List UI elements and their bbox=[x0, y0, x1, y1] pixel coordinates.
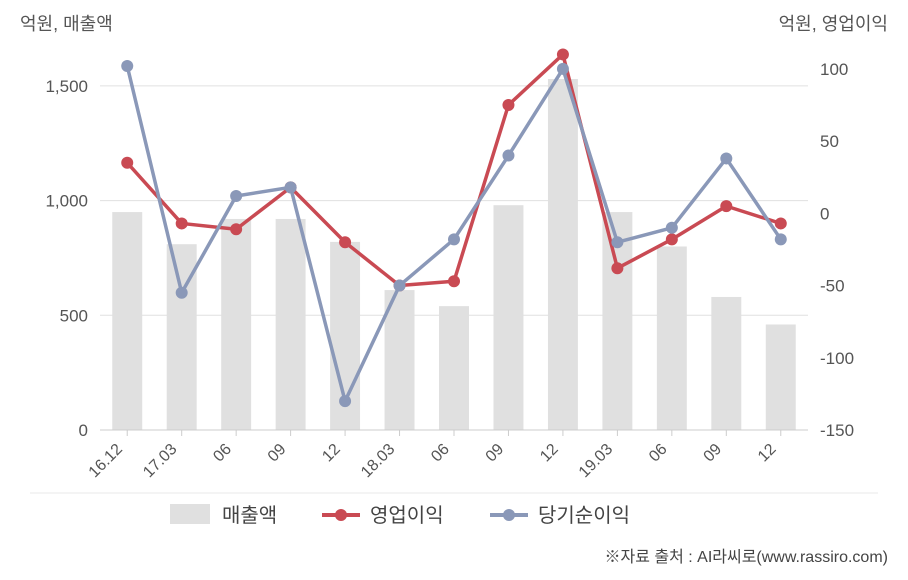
line-series-marker bbox=[121, 157, 133, 169]
line-series-marker bbox=[775, 217, 787, 229]
bar bbox=[711, 297, 741, 430]
legend-swatch-marker bbox=[503, 509, 515, 521]
bar bbox=[548, 79, 578, 430]
line-series-marker bbox=[448, 233, 460, 245]
line-series-marker bbox=[611, 236, 623, 248]
line-series-marker bbox=[775, 233, 787, 245]
right-tick-label: -150 bbox=[820, 421, 854, 440]
line-series-marker bbox=[176, 287, 188, 299]
x-tick-label: 06 bbox=[428, 441, 453, 466]
line-series-marker bbox=[339, 395, 351, 407]
right-tick-label: -50 bbox=[820, 277, 845, 296]
line-series-marker bbox=[502, 150, 514, 162]
right-tick-label: 0 bbox=[820, 204, 829, 223]
line-series-marker bbox=[339, 236, 351, 248]
source-text: ※자료 출처 : AI라씨로(www.rassiro.com) bbox=[604, 548, 888, 566]
bar bbox=[493, 205, 523, 430]
x-tick-label: 19.03 bbox=[576, 441, 616, 481]
line-series-marker bbox=[720, 152, 732, 164]
bar bbox=[276, 219, 306, 430]
right-tick-label: -100 bbox=[820, 349, 854, 368]
left-tick-label: 500 bbox=[60, 306, 88, 325]
x-tick-label: 06 bbox=[210, 441, 235, 466]
x-tick-label: 09 bbox=[265, 441, 290, 466]
bar bbox=[439, 306, 469, 430]
line-series-marker bbox=[121, 60, 133, 72]
x-tick-label: 12 bbox=[537, 441, 562, 466]
x-tick-label: 09 bbox=[483, 441, 508, 466]
bar bbox=[112, 212, 142, 430]
legend-label: 당기순이익 bbox=[538, 504, 630, 527]
right-tick-label: 50 bbox=[820, 132, 839, 151]
line-series-marker bbox=[720, 200, 732, 212]
bar bbox=[657, 246, 687, 430]
x-tick-label: 12 bbox=[755, 441, 780, 466]
line-series-marker bbox=[448, 275, 460, 287]
right-tick-label: 100 bbox=[820, 60, 848, 79]
left-tick-label: 1,000 bbox=[45, 192, 88, 211]
legend-swatch-bar bbox=[170, 504, 210, 524]
x-tick-label: 16.12 bbox=[86, 441, 126, 481]
line-series-marker bbox=[611, 262, 623, 274]
line-series-marker bbox=[285, 181, 297, 193]
x-tick-label: 09 bbox=[701, 441, 726, 466]
chart-svg: 억원, 매출액억원, 영업이익05001,0001,500-150-100-50… bbox=[0, 0, 908, 580]
line-series-marker bbox=[502, 99, 514, 111]
line-series-marker bbox=[666, 233, 678, 245]
line-series-marker bbox=[666, 222, 678, 234]
left-axis-title: 억원, 매출액 bbox=[20, 14, 113, 34]
x-tick-label: 18.03 bbox=[358, 441, 398, 481]
x-tick-label: 06 bbox=[646, 441, 671, 466]
left-tick-label: 0 bbox=[79, 421, 88, 440]
chart-container: 억원, 매출액억원, 영업이익05001,0001,500-150-100-50… bbox=[0, 0, 908, 580]
bar bbox=[221, 219, 251, 430]
x-tick-label: 17.03 bbox=[140, 441, 180, 481]
line-series-marker bbox=[557, 63, 569, 75]
line-series-marker bbox=[230, 190, 242, 202]
legend-label: 영업이익 bbox=[370, 504, 444, 527]
line-series-marker bbox=[176, 217, 188, 229]
left-tick-label: 1,500 bbox=[45, 77, 88, 96]
x-tick-label: 12 bbox=[319, 441, 344, 466]
legend-swatch-marker bbox=[335, 509, 347, 521]
line-series-marker bbox=[394, 280, 406, 292]
line-series-marker bbox=[230, 223, 242, 235]
line-series-marker bbox=[557, 48, 569, 60]
legend-label: 매출액 bbox=[222, 504, 277, 527]
bar bbox=[766, 324, 796, 430]
right-axis-title: 억원, 영업이익 bbox=[779, 14, 888, 34]
